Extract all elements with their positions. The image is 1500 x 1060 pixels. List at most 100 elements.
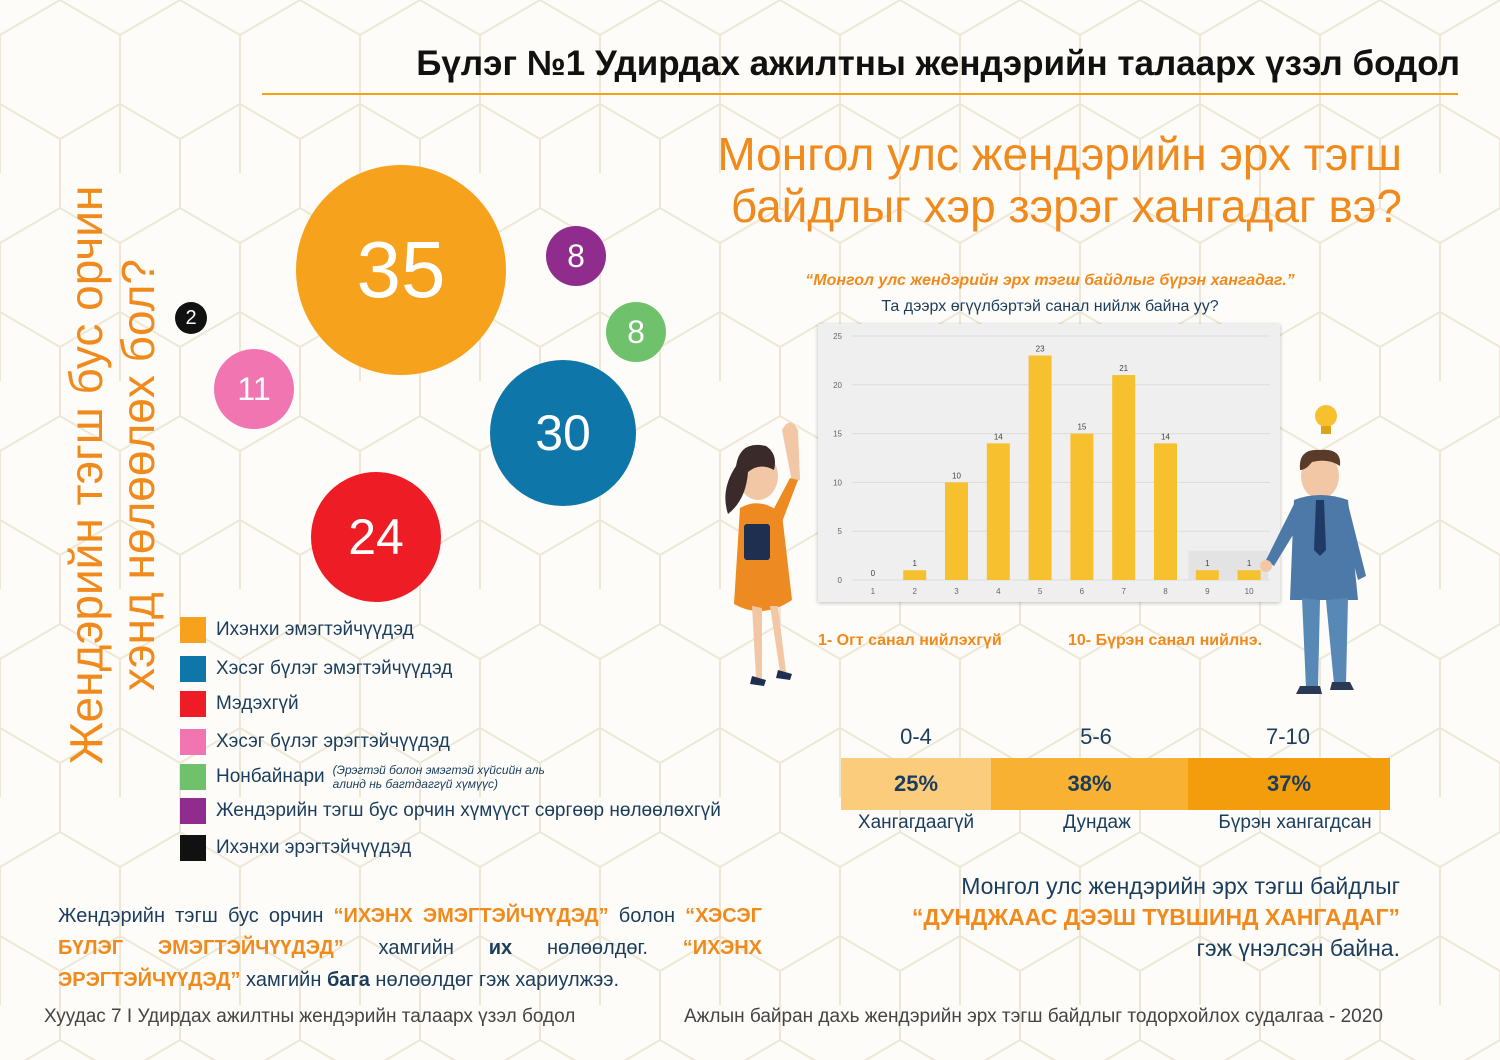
range-segment-average: 38% — [991, 758, 1188, 810]
range-percent: 38% — [1067, 771, 1112, 796]
x-tick-label: 6 — [1080, 587, 1085, 596]
footer-page-info: Хуудас 7 I Удирдах ажилтны жендэрийн тал… — [44, 1006, 576, 1027]
legend-label: Мэдэхгүй — [216, 693, 299, 714]
data-label: 14 — [994, 432, 1003, 441]
data-label: 1 — [1205, 559, 1210, 568]
x-tick-label: 9 — [1205, 587, 1210, 596]
x-tick-label: 10 — [1245, 587, 1254, 596]
range-header-0-4: 0-4 — [900, 724, 932, 749]
bar-2 — [903, 570, 927, 580]
bubble-value: 24 — [348, 509, 404, 565]
range-footer-not-ensured: Хангагдаагүй — [857, 812, 975, 833]
left-summary: Жендэрийн тэгш бус орчин “ИХЭНХ ЭМЭГТЭЙЧ… — [58, 900, 762, 996]
legend-item-nonbinary: Нонбайнари (Эрэгтэй болон эмэгтэй хүйсийн… — [180, 762, 563, 792]
summary-text: хамгийн — [343, 937, 489, 959]
y-tick-label: 0 — [838, 576, 843, 585]
bar-chart: 0 5 10 15 20 25 0 1 1 2 10 3 14 4 23 5 15 6 21 7 14 8 1 9 1 10 — [833, 332, 1270, 596]
bubble-value: 30 — [535, 405, 591, 461]
survey-question: Монгол улс жендэрийн эрх тэгш байдлыг хэ… — [717, 128, 1402, 232]
x-tick-label: 4 — [996, 587, 1001, 596]
bar-chart-panel: 0 5 10 15 20 25 0 1 1 2 10 3 14 4 23 5 15 6 21 7 14 8 1 9 1 10 — [818, 324, 1280, 602]
legend-swatch — [180, 729, 206, 755]
bar-9 — [1195, 570, 1219, 580]
page-title: Бүлэг №1 Удирдах ажилтны жендэрийн талаа… — [416, 44, 1460, 83]
bar-10 — [1237, 570, 1261, 580]
scale-max-label: 10- Бүрэн санал нийлнэ. — [1068, 632, 1263, 649]
scale-min-label: 1- Огт санал нийлэхгүй — [818, 632, 1002, 649]
legend-note: (Эрэгтэй болон эмэгтэй хүйсийн аль алинд… — [332, 763, 545, 791]
range-header-5-6: 5-6 — [1080, 724, 1112, 749]
bubble-most-women: 35 — [296, 165, 506, 375]
x-tick-label: 2 — [912, 587, 917, 596]
legend-swatch — [180, 764, 206, 790]
x-tick-label: 7 — [1121, 587, 1126, 596]
legend-item-no-negative-effect: Жендэрийн тэгш бус орчин хүмүүст сөргөөр… — [180, 798, 721, 824]
summary-highlight: “ИХЭНХ ЭРЭГТЭЙЧҮҮДЭД” — [58, 937, 762, 991]
summary-text: Жендэрийн тэгш бус орчин — [58, 905, 334, 927]
legend-item-dont-know: Мэдэхгүй — [180, 691, 299, 717]
legend-swatch — [180, 835, 206, 861]
data-label: 0 — [871, 569, 876, 578]
woman-illustration — [725, 422, 800, 686]
legend-swatch — [180, 691, 206, 717]
bar-4 — [986, 443, 1010, 580]
range-footer-average: Дундаж — [1063, 812, 1131, 833]
data-label: 1 — [912, 559, 917, 568]
legend-item-most-men: Ихэнхи эрэгтэйчүүдэд — [180, 835, 411, 861]
bar-6 — [1070, 433, 1094, 580]
bar-5 — [1028, 355, 1052, 580]
x-tick-label: 3 — [954, 587, 959, 596]
x-tick-label: 8 — [1163, 587, 1168, 596]
summary-text: нөлөөлдөг гэж хариулжээ. — [369, 969, 620, 991]
bubble-dont-know: 24 — [311, 472, 441, 602]
right-summary: Монгол улс жендэрийн эрх тэгш байдлыг “Д… — [820, 871, 1400, 964]
bubble-most-men: 2 — [175, 302, 207, 334]
bubble-some-men: 11 — [214, 349, 294, 429]
x-tick-label: 1 — [871, 587, 876, 596]
range-header-7-10: 7-10 — [1265, 724, 1311, 749]
summary-bold: их — [488, 937, 513, 959]
bar-7 — [1112, 375, 1136, 580]
legend-swatch — [180, 798, 206, 824]
legend-label: Хэсэг бүлэг эрэгтэйчүүдэд — [216, 731, 450, 752]
vertical-question-text: Жендэрийн тэгш бус орчин хэнд нөлөөлөх б… — [60, 185, 164, 765]
summary-highlight: “ИХЭНХ ЭМЭГТЭЙЧҮҮДЭД” — [333, 905, 609, 927]
range-footer-fully-ensured: Бүрэн хангагдсан — [1218, 812, 1372, 833]
data-label: 23 — [1036, 345, 1045, 354]
chart-quote: “Монгол улс жендэрийн эрх тэгш байдлыг б… — [805, 272, 1295, 289]
range-percent: 37% — [1266, 771, 1312, 796]
legend-label: Нонбайнари — [216, 766, 325, 787]
legend-label: Хэсэг бүлэг эмэгтэйчүүдэд — [216, 658, 453, 679]
legend-label: Ихэнхи эрэгтэйчүүдэд — [216, 837, 412, 858]
bubble-value: 8 — [567, 237, 585, 274]
vertical-question: Жендэрийн тэгш бус орчин хэнд нөлөөлөх б… — [60, 130, 170, 820]
summary-text: хамгийн — [240, 969, 327, 991]
data-label: 15 — [1077, 423, 1086, 432]
y-tick-label: 15 — [833, 430, 842, 439]
data-label: 14 — [1161, 432, 1170, 441]
x-tick-label: 5 — [1038, 587, 1043, 596]
bubble-value: 8 — [627, 313, 645, 350]
range-segment-fully-ensured: 37% — [1188, 758, 1390, 810]
legend-label: Жендэрийн тэгш бус орчин хүмүүст сөргөөр… — [216, 800, 721, 821]
bar-3 — [945, 482, 968, 580]
summary-line: гэж үнэлсэн байна. — [1196, 935, 1400, 961]
bubble-value: 35 — [356, 225, 446, 314]
bar-8 — [1154, 443, 1177, 580]
summary-bold: бага — [326, 969, 370, 991]
y-tick-label: 25 — [833, 332, 842, 341]
range-segment-not-ensured: 25% — [841, 758, 991, 810]
summary-text: болон — [608, 905, 686, 927]
legend-item-some-women: Хэсэг бүлэг эмэгтэйчүүдэд — [180, 656, 452, 682]
title-underline — [262, 93, 1458, 95]
footer-study-title: Ажлын байран дахь жендэрийн эрх тэгш бай… — [684, 1006, 1383, 1027]
legend-item-most-women: Ихэнхи эмэгтэйчүүдэд — [180, 617, 414, 643]
data-label: 1 — [1247, 559, 1252, 568]
chart-subquestion: Та дээрх өгүүлбэртэй санал нийлж байна у… — [881, 298, 1219, 315]
man-illustration — [1260, 405, 1366, 694]
bubble-some-women: 30 — [490, 360, 636, 506]
range-percent: 25% — [893, 771, 939, 796]
legend-item-some-men: Хэсэг бүлэг эрэгтэйчүүдэд — [180, 729, 450, 755]
summary-highlight: “ХЭСЭГ БҮЛЭГ ЭМЭГТЭЙЧҮҮДЭД” — [58, 905, 762, 959]
legend-label: Ихэнхи эмэгтэйчүүдэд — [216, 619, 414, 640]
